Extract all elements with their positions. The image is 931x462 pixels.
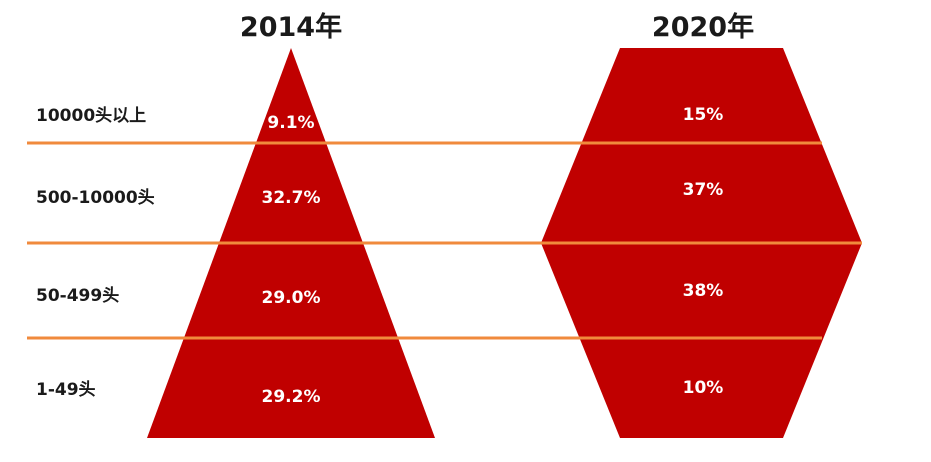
data-label-2014: 9.1% xyxy=(267,113,314,133)
data-label-2020: 15% xyxy=(683,105,724,125)
data-label-2014: 32.7% xyxy=(262,188,321,208)
data-label-2014: 29.2% xyxy=(262,387,321,407)
data-label-2014: 29.0% xyxy=(262,288,321,308)
category-label: 10000头以上 xyxy=(36,106,146,126)
series-title-2020: 2020年 xyxy=(652,11,754,43)
data-label-2020: 37% xyxy=(683,180,724,200)
category-label: 50-499头 xyxy=(36,286,119,306)
data-label-2020: 10% xyxy=(683,378,724,398)
data-label-2020: 38% xyxy=(683,281,724,301)
series-title-2014: 2014年 xyxy=(240,11,342,43)
category-label: 500-10000头 xyxy=(36,188,155,208)
category-label: 1-49头 xyxy=(36,380,96,400)
